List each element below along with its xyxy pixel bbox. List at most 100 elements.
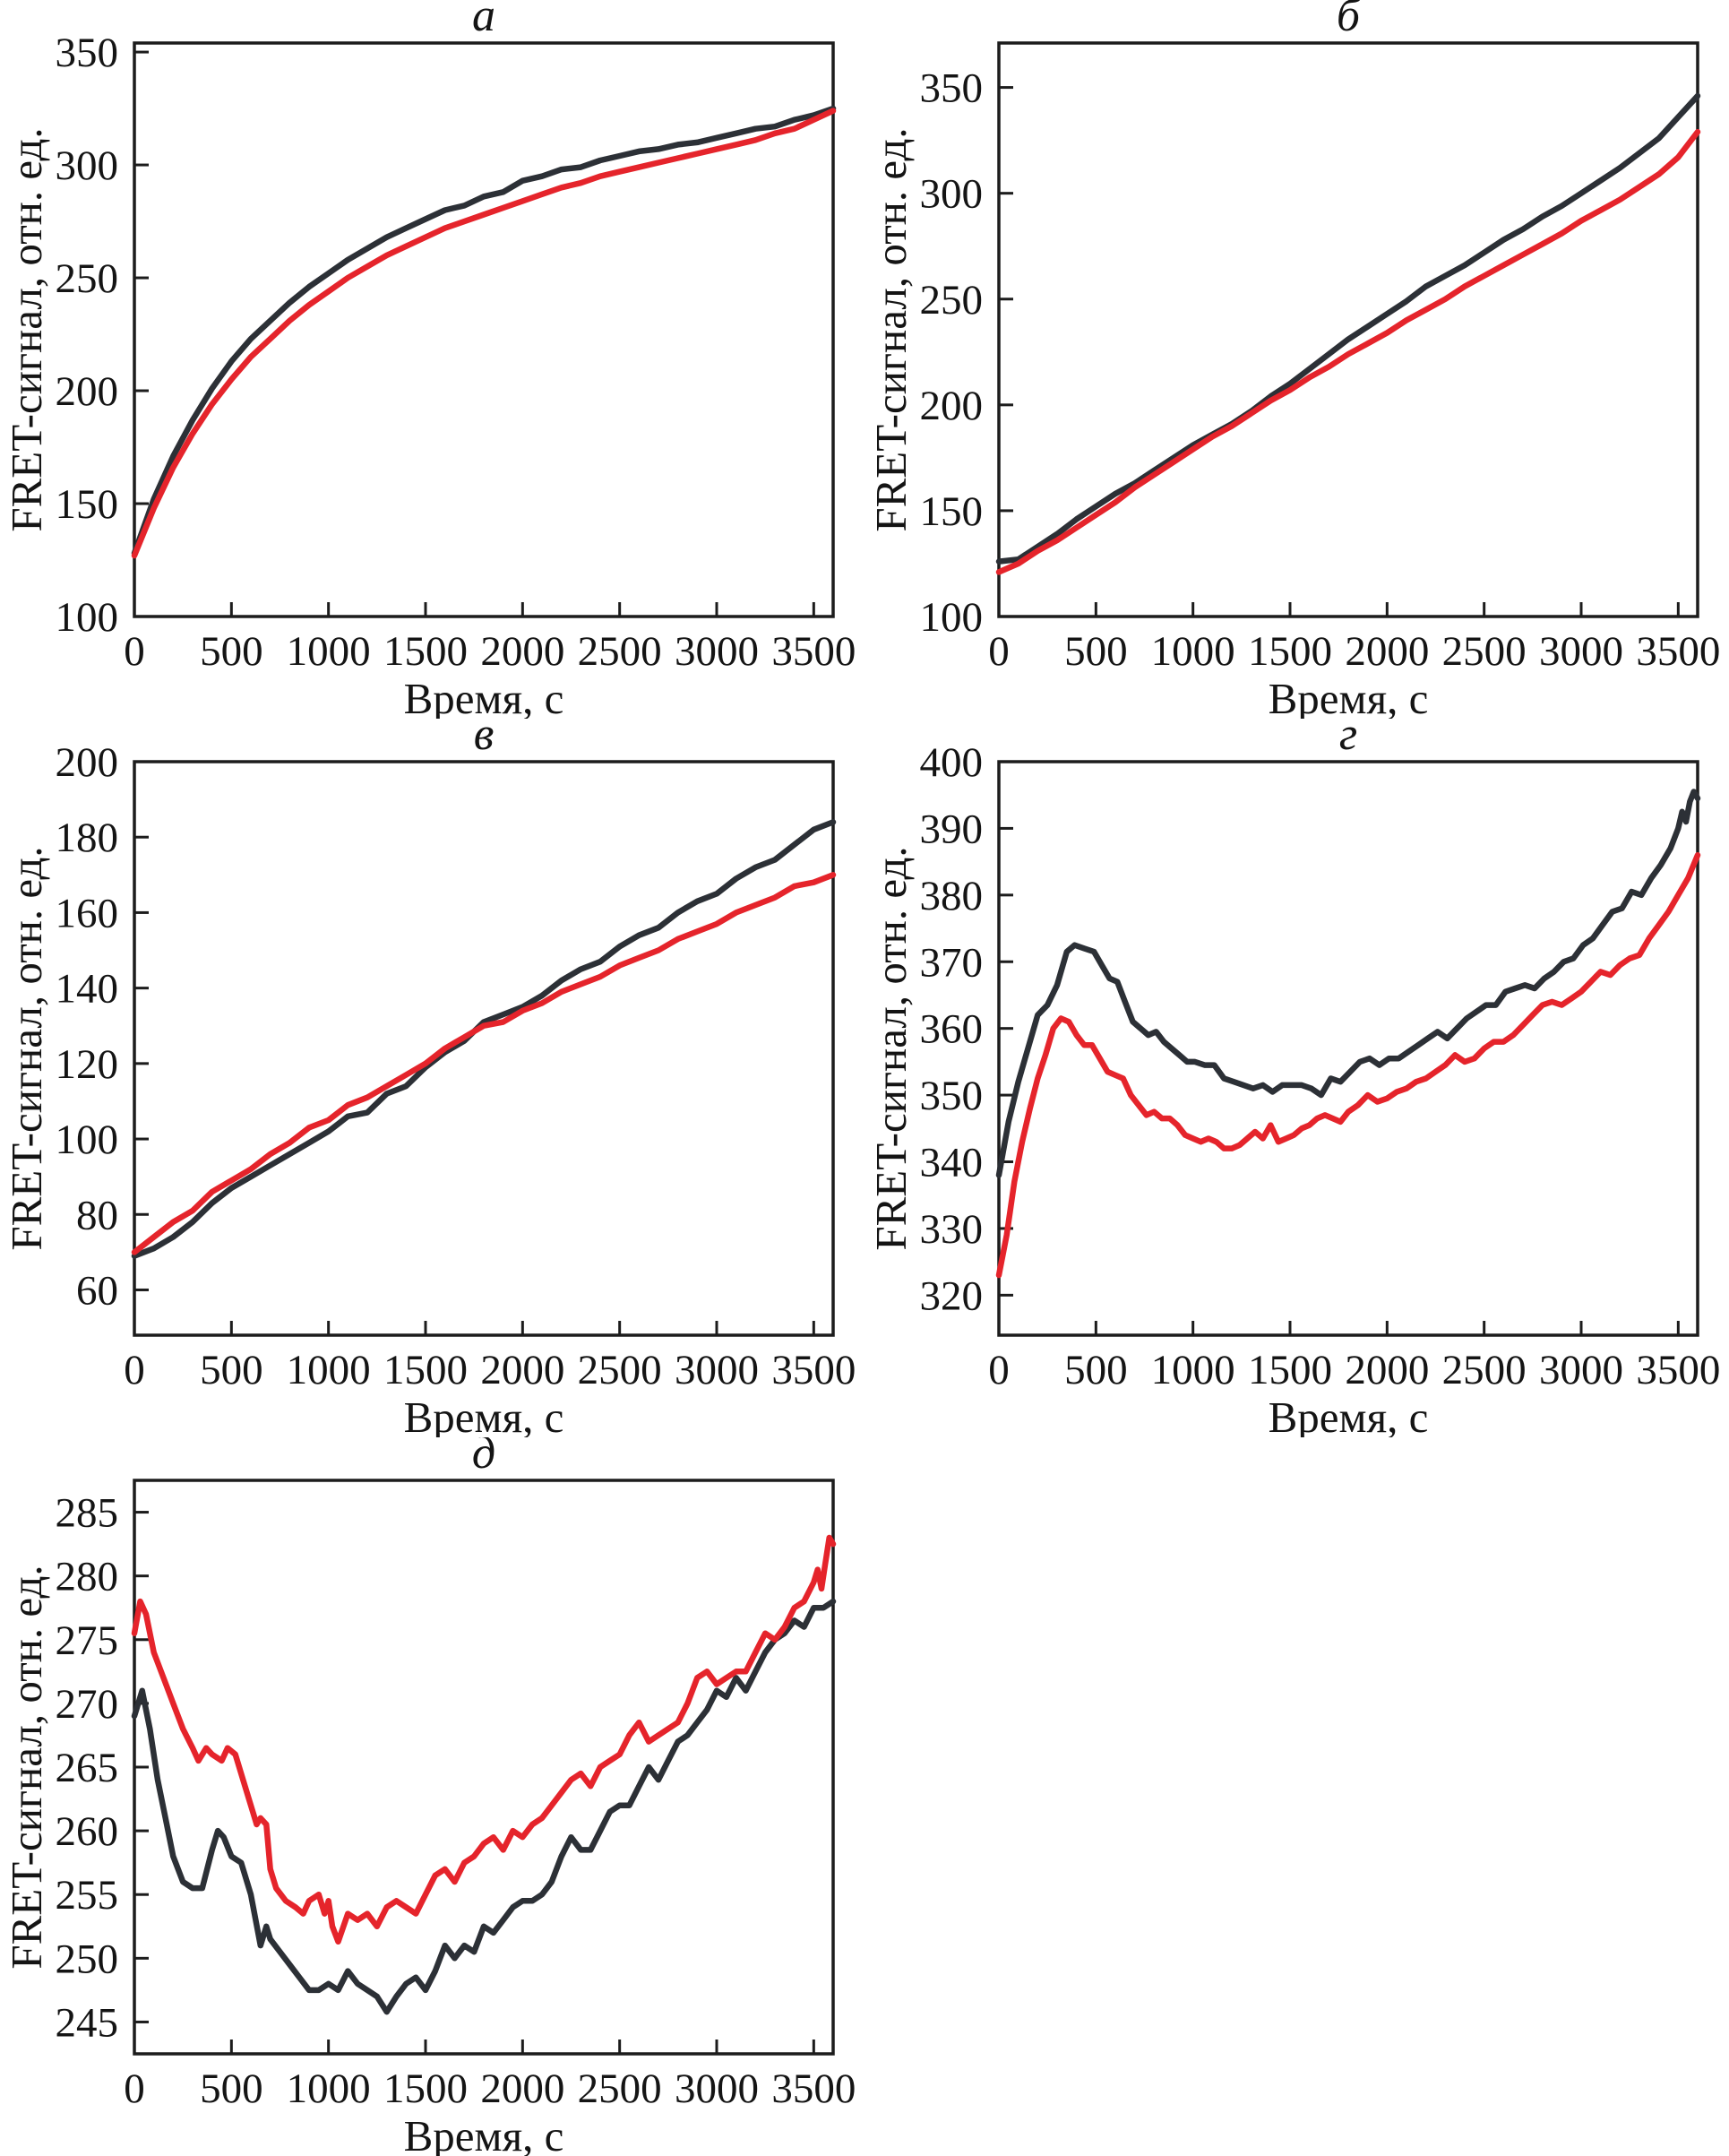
x-tick-label: 1500 xyxy=(383,1347,468,1393)
x-tick-label: 3500 xyxy=(771,628,856,675)
x-tick-label: 1000 xyxy=(287,2065,371,2112)
y-tick-label: 60 xyxy=(76,1267,118,1314)
x-tick-label: 3000 xyxy=(1539,628,1623,675)
x-tick-label: 1500 xyxy=(1248,628,1332,675)
panel-b: б 0 500 1000 1500 2000 2500 3000 3500 100 150 200 25… xyxy=(864,0,1729,719)
y-tick-label: 140 xyxy=(56,966,119,1013)
y-tick-label: 270 xyxy=(56,1681,119,1728)
plot-frame xyxy=(997,760,1699,1337)
panel-title: а xyxy=(472,0,495,41)
x-tick-label: 0 xyxy=(124,1347,145,1393)
y-tick-label: 340 xyxy=(920,1140,984,1186)
y-tick-label: 100 xyxy=(56,1117,119,1163)
y-tick-label: 80 xyxy=(76,1192,118,1238)
x-tick-label: 3000 xyxy=(1539,1347,1623,1393)
panel-g: г 0 500 1000 1500 2000 2500 3000 3500 320 330 340 35… xyxy=(864,719,1729,1437)
y-tick-label: 120 xyxy=(56,1041,119,1088)
x-tick-label: 2000 xyxy=(480,1347,564,1393)
x-tick-label: 3500 xyxy=(771,2065,856,2112)
x-tick-label: 2500 xyxy=(1442,628,1527,675)
y-tick-label: 160 xyxy=(56,890,119,936)
empty-cell xyxy=(864,1437,1729,2156)
x-tick-label: 2500 xyxy=(578,1347,662,1393)
y-axis-title: FRET-сигнал, отн. ед. xyxy=(2,846,51,1250)
y-tick-label: 250 xyxy=(56,1936,119,1982)
y-tick-label: 100 xyxy=(920,594,984,641)
y-tick-label: 250 xyxy=(56,255,119,302)
y-tick-label: 380 xyxy=(920,873,984,919)
y-tick-label: 350 xyxy=(920,1073,984,1119)
panel-v: в 0 500 1000 1500 2000 2500 3000 3500 60 80 100 120 1… xyxy=(0,719,864,1437)
y-tick-label: 300 xyxy=(920,171,984,218)
x-tick-label: 500 xyxy=(1064,628,1128,675)
x-axis-title: Время, с xyxy=(404,2111,564,2156)
x-tick-label: 1000 xyxy=(287,1347,371,1393)
x-tick-label: 1000 xyxy=(287,628,371,675)
x-tick-label: 0 xyxy=(988,1347,1010,1393)
x-tick-label: 2000 xyxy=(480,628,564,675)
x-axis-title: Время, с xyxy=(404,1393,564,1437)
y-tick-label: 200 xyxy=(56,368,119,415)
y-tick-label: 360 xyxy=(920,1006,984,1053)
x-tick-label: 500 xyxy=(200,2065,263,2112)
x-tick-label: 1500 xyxy=(383,2065,468,2112)
chart-d: д 0 500 1000 1500 2000 2500 3000 3500 245 250 255 26… xyxy=(2,1437,856,2156)
x-tick-label: 2500 xyxy=(578,628,662,675)
y-tick-label: 350 xyxy=(920,65,984,112)
x-tick-label: 2000 xyxy=(1345,628,1429,675)
y-tick-label: 100 xyxy=(56,594,119,641)
y-tick-label: 255 xyxy=(56,1872,119,1919)
y-tick-label: 250 xyxy=(920,277,984,323)
chart-g: г 0 500 1000 1500 2000 2500 3000 3500 320 330 340 35… xyxy=(866,719,1720,1437)
y-tick-label: 330 xyxy=(920,1206,984,1253)
y-tick-label: 150 xyxy=(920,488,984,535)
series-line-black xyxy=(995,92,1701,565)
y-axis-title: FRET-сигнал, отн. ед. xyxy=(866,846,916,1250)
y-tick-label: 200 xyxy=(56,739,119,786)
y-tick-label: 320 xyxy=(920,1272,984,1319)
plot-frame xyxy=(133,760,835,1337)
series-line-red xyxy=(131,1534,837,1945)
chart-v: в 0 500 1000 1500 2000 2500 3000 3500 60 80 100 120 1… xyxy=(2,719,856,1437)
y-axis-title: FRET-сигнал, отн. ед. xyxy=(2,1565,51,1969)
series-line-black xyxy=(995,789,1701,1178)
x-tick-label: 3500 xyxy=(1636,628,1720,675)
x-tick-label: 2500 xyxy=(1442,1347,1527,1393)
x-axis-title: Время, с xyxy=(1269,674,1429,719)
x-tick-label: 0 xyxy=(124,2065,145,2112)
y-axis-title: FRET-сигнал, отн. ед. xyxy=(866,127,916,531)
panel-a: а 0 500 1000 1500 2000 2500 3000 3500 100 150 200 25… xyxy=(0,0,864,719)
panel-d: д 0 500 1000 1500 2000 2500 3000 3500 245 250 255 26… xyxy=(0,1437,864,2156)
y-tick-label: 350 xyxy=(56,30,119,76)
x-tick-label: 1500 xyxy=(1248,1347,1332,1393)
panel-title: г xyxy=(1339,719,1357,760)
panel-title: д xyxy=(472,1437,495,1479)
x-tick-label: 1500 xyxy=(383,628,468,675)
x-tick-label: 1000 xyxy=(1151,628,1235,675)
series-line-black xyxy=(131,105,837,556)
x-tick-label: 3000 xyxy=(675,628,759,675)
y-tick-label: 265 xyxy=(56,1745,119,1791)
series-line-black xyxy=(131,1598,837,2015)
x-tick-label: 2500 xyxy=(578,2065,662,2112)
y-tick-label: 150 xyxy=(56,481,119,528)
series-line-red xyxy=(131,108,837,559)
series-line-red xyxy=(131,872,837,1255)
y-axis-title: FRET-сигнал, отн. ед. xyxy=(2,127,51,531)
plot-frame xyxy=(133,41,835,618)
y-tick-label: 300 xyxy=(56,142,119,189)
x-axis-title: Время, с xyxy=(404,674,564,719)
x-axis-title: Время, с xyxy=(1269,1393,1429,1437)
y-tick-label: 180 xyxy=(56,815,119,861)
x-tick-label: 3000 xyxy=(675,1347,759,1393)
x-tick-label: 500 xyxy=(200,628,263,675)
panel-title: б xyxy=(1337,0,1362,41)
y-tick-label: 245 xyxy=(56,1999,119,2046)
x-tick-label: 2000 xyxy=(480,2065,564,2112)
x-tick-label: 3000 xyxy=(675,2065,759,2112)
y-tick-label: 390 xyxy=(920,806,984,852)
x-tick-label: 3500 xyxy=(771,1347,856,1393)
series-line-red xyxy=(995,851,1701,1279)
